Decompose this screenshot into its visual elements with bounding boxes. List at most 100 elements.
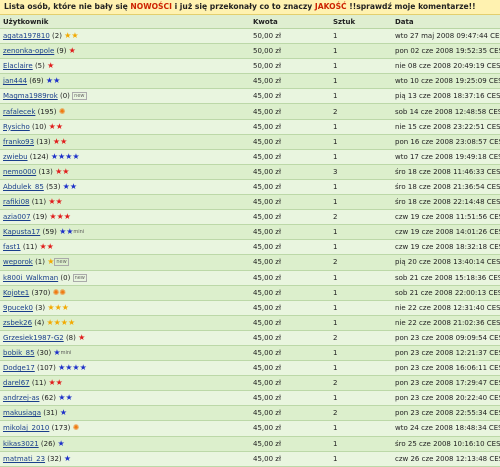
user-link[interactable]: matmati_23 bbox=[3, 454, 46, 463]
table-row: rafiki08 (11) ★★ 45,00 zł 1 śro 18 cze 2008… bbox=[0, 194, 500, 211]
cell-qty: 1 bbox=[330, 149, 392, 165]
cell-user: jan444 (69) ★★ bbox=[0, 73, 250, 90]
cell-amount: 45,00 zł bbox=[250, 239, 330, 256]
user-link[interactable]: mikolaj_2010 bbox=[3, 424, 50, 433]
rating-star-icon: ★ bbox=[65, 393, 73, 403]
cell-date: czw 26 cze 2008 12:13:48 CEST bbox=[392, 451, 500, 467]
user-link[interactable]: kikas3021 bbox=[3, 439, 39, 448]
cell-amount: 45,00 zł bbox=[250, 209, 330, 226]
user-link[interactable]: azia007 bbox=[3, 213, 31, 222]
table-row: andrzej-as (62) ★★ 45,00 zł 1 pon 23 cze 20… bbox=[0, 390, 500, 407]
cell-amount: 45,00 zł bbox=[250, 420, 330, 437]
banner-text: Lista osób, które nie bały się bbox=[4, 2, 131, 11]
buyers-table: Użytkownik Kwota Sztuk Data agata197810 … bbox=[0, 15, 500, 467]
cell-date: nie 08 cze 2008 20:49:19 CEST bbox=[392, 58, 500, 75]
banner-text: i już się przekonały co to znaczy bbox=[171, 2, 315, 11]
table-row: Kojote1 (370) ✺✺ 45,00 zł 1 sob 21 cze 2008… bbox=[0, 285, 500, 301]
feedback-score: (30) bbox=[36, 349, 52, 358]
new-user-icon: new bbox=[72, 273, 87, 282]
feedback-score: (26) bbox=[40, 439, 56, 448]
header-date: Data bbox=[392, 15, 500, 29]
cell-qty: 1 bbox=[330, 224, 392, 241]
rating-star-icon: ★ bbox=[58, 363, 66, 373]
cell-amount: 45,00 zł bbox=[250, 405, 330, 422]
feedback-score: (370) bbox=[31, 288, 51, 297]
rating-star-icon: ★ bbox=[50, 151, 58, 161]
feedback-score: (107) bbox=[37, 364, 56, 373]
cell-amount: 50,00 zł bbox=[250, 58, 330, 75]
cell-user: Abdulek_85 (53) ★★ bbox=[0, 179, 250, 196]
super-seller-icon: ✺ bbox=[59, 287, 66, 297]
rating-star-icon: ★ bbox=[78, 332, 86, 342]
feedback-score: (0) bbox=[60, 92, 70, 101]
cell-user: Rysicho (10) ★★ bbox=[0, 119, 250, 135]
user-link[interactable]: k800i_Walkman bbox=[3, 273, 59, 282]
user-link[interactable]: zenonka-opole bbox=[3, 47, 55, 56]
cell-user: azia007 (19) ★★★ bbox=[0, 209, 250, 226]
user-link[interactable]: darel67 bbox=[3, 379, 30, 388]
user-link[interactable]: andrzej-as bbox=[3, 394, 40, 403]
rating-star-icon: ★ bbox=[58, 151, 66, 161]
user-link[interactable]: Elaclaire bbox=[3, 62, 33, 71]
table-row: franko93 (13) ★★ 45,00 zł 1 pon 16 cze 2008… bbox=[0, 134, 500, 150]
user-link[interactable]: Abdulek_85 bbox=[3, 182, 44, 191]
rating-star-icon: ★ bbox=[55, 197, 63, 207]
cell-amount: 45,00 zł bbox=[250, 390, 330, 407]
user-link[interactable]: zwiebu bbox=[3, 152, 28, 161]
user-link[interactable]: fast1 bbox=[3, 243, 21, 252]
user-link[interactable]: Dodge17 bbox=[3, 364, 35, 373]
feedback-score: (32) bbox=[47, 454, 62, 463]
user-link[interactable]: Magma1989rok bbox=[3, 92, 58, 101]
table-row: k800i_Walkman (0) new 45,00 zł 1 sob 21 cze… bbox=[0, 270, 500, 286]
cell-date: pon 23 cze 2008 17:29:47 CEST bbox=[392, 375, 500, 392]
user-link[interactable]: 9pucek0 bbox=[3, 303, 33, 312]
rating-star-icon: ★ bbox=[63, 453, 72, 463]
feedback-score: (19) bbox=[32, 213, 48, 222]
rating-star-icon: ★ bbox=[55, 378, 63, 388]
user-link[interactable]: franko93 bbox=[3, 137, 35, 146]
user-link[interactable]: rafiki08 bbox=[3, 198, 30, 207]
cell-date: sob 21 cze 2008 15:18:36 CEST bbox=[392, 270, 500, 286]
user-link[interactable]: Kapusta17 bbox=[3, 228, 41, 237]
cell-date: nie 22 cze 2008 12:31:40 CEST bbox=[392, 300, 500, 316]
cell-date: wto 10 cze 2008 19:25:09 CEST bbox=[392, 73, 500, 90]
user-link[interactable]: Rysicho bbox=[3, 122, 30, 131]
cell-amount: 45,00 zł bbox=[250, 119, 330, 135]
cell-user: agata197810 (2) ★★ bbox=[0, 28, 250, 45]
cell-qty: 2 bbox=[330, 103, 392, 120]
cell-user: mikolaj_2010 (173) ✺ bbox=[0, 420, 250, 437]
user-link[interactable]: Kojote1 bbox=[3, 288, 30, 297]
rating-star-icon: ★ bbox=[62, 166, 70, 176]
table-row: fast1 (11) ★★ 45,00 zł 1 czw 19 cze 2008 18… bbox=[0, 239, 500, 256]
user-link[interactable]: zsbek26 bbox=[3, 318, 33, 327]
feedback-score: (173) bbox=[51, 424, 71, 433]
cell-date: sob 14 cze 2008 12:48:58 CEST bbox=[392, 103, 500, 120]
cell-date: pon 16 cze 2008 23:08:57 CEST bbox=[392, 134, 500, 150]
shop-badge-icon: mini bbox=[73, 229, 85, 236]
cell-user: andrzej-as (62) ★★ bbox=[0, 390, 250, 407]
shop-badge-icon: mini bbox=[60, 350, 72, 357]
cell-user: rafalecek (195) ✺ bbox=[0, 103, 250, 120]
cell-date: pon 02 cze 2008 19:52:35 CEST bbox=[392, 43, 500, 60]
user-link[interactable]: rafalecek bbox=[3, 107, 36, 116]
cell-date: pon 23 cze 2008 09:09:54 CEST bbox=[392, 330, 500, 346]
cell-date: czw 19 cze 2008 14:01:26 CEST bbox=[392, 224, 500, 241]
user-link[interactable]: nemo000 bbox=[3, 167, 37, 176]
cell-qty: 2 bbox=[330, 405, 392, 422]
cell-date: pią 13 cze 2008 18:37:16 CEST bbox=[392, 88, 500, 105]
cell-qty: 1 bbox=[330, 300, 392, 316]
rating-star-icon: ★ bbox=[48, 197, 56, 207]
rating-star-icon: ★ bbox=[46, 242, 54, 252]
rating-star-icon: ★ bbox=[53, 348, 61, 358]
user-link[interactable]: makusiaga bbox=[3, 409, 41, 418]
user-link[interactable]: weporok bbox=[3, 258, 33, 267]
table-row: azia007 (19) ★★★ 45,00 zł 2 czw 19 cze 2008… bbox=[0, 209, 500, 226]
user-link[interactable]: Grzesiek1987-G2 bbox=[3, 333, 64, 342]
user-link[interactable]: jan444 bbox=[3, 77, 28, 86]
table-row: jan444 (69) ★★ 45,00 zł 1 wto 10 cze 2008 1… bbox=[0, 73, 500, 90]
cell-qty: 1 bbox=[330, 179, 392, 196]
user-link[interactable]: bobik_85 bbox=[3, 349, 35, 358]
feedback-score: (10) bbox=[32, 122, 47, 131]
user-link[interactable]: agata197810 bbox=[3, 32, 50, 41]
cell-qty: 1 bbox=[330, 73, 392, 90]
